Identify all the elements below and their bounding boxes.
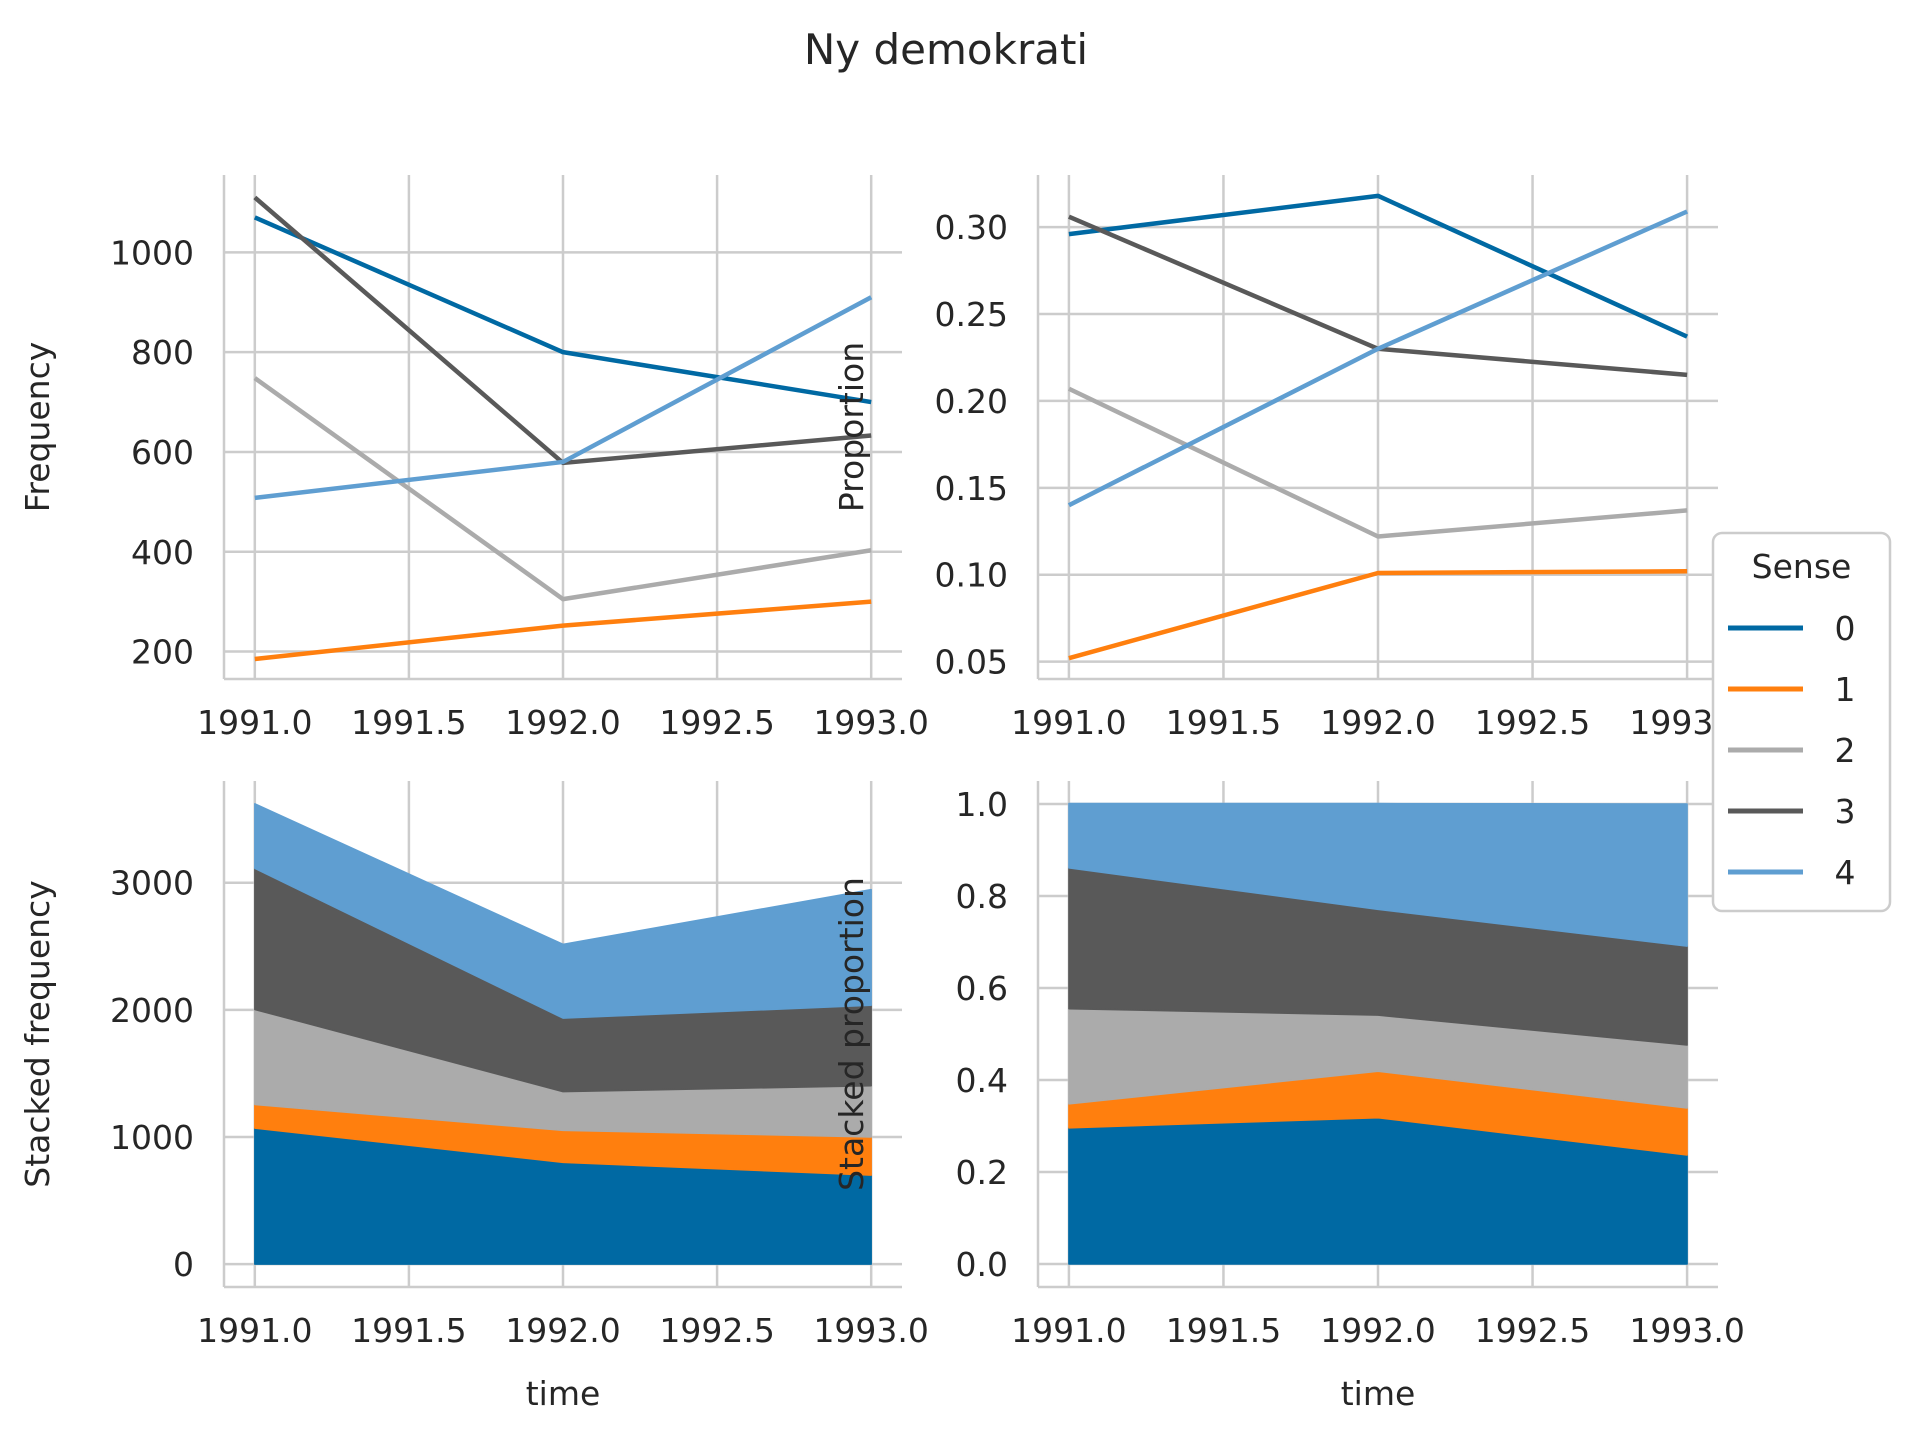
subplot-4: 1991.0 1991.5 1992.0 1992.5 1993.0 0.0 0.2 0.4 0… [832,781,1745,1413]
y-tick-label: 0.4 [956,1061,1008,1100]
series-line-4 [254,295,873,501]
series-line-2 [1067,386,1688,539]
subplot-1: 1991.0 1991.5 1992.0 1992.5 1993.0 200 400 600 8… [18,175,929,742]
y-tick-label: 0.0 [956,1245,1008,1284]
series-line-4 [1067,209,1689,508]
y-tick-label: 0.10 [935,556,1008,595]
x-tick-label: 1992.0 [505,703,620,742]
series-line-2 [253,376,872,602]
y-tick-label: 0.20 [935,382,1008,421]
x-tick-label: 1991.5 [1166,1311,1281,1350]
x-tick-label: 1993.0 [1629,1311,1744,1350]
legend-label: 3 [1835,792,1856,831]
subplot-2: 1991.0 1991.5 1992.0 1992.5 1993.00.050.100.… [832,175,1745,742]
y-axis-label: Stacked proportion [832,877,871,1191]
legend-label: 1 [1835,670,1856,709]
x-tick-label: 1991.0 [1011,703,1126,742]
y-tick-label: 1000 [110,1118,194,1157]
x-axis-label: time [526,1374,601,1413]
y-tick-label: 0.25 [935,295,1008,334]
y-tick-label: 600 [131,433,194,472]
legend-label: 4 [1835,853,1856,892]
x-tick-label: 1992.5 [1475,703,1590,742]
y-axis-label: Frequency [18,342,57,512]
y-tick-label: 2000 [110,991,194,1030]
subplot-3: 1991.0 1991.5 1992.0 1992.5 1993.0 0 1000 2000 3… [18,781,929,1413]
x-tick-label: 1993.0 [813,703,928,742]
x-tick-label: 1991.0 [197,1311,312,1350]
series-line-0 [253,215,872,405]
y-tick-label: 1000 [110,233,194,272]
x-tick-label: 1991.5 [351,703,466,742]
area-band-4 [1068,802,1688,947]
y-tick-label: 0.05 [935,643,1008,682]
y-tick-label: 0 [173,1245,194,1284]
x-tick-label: 1991.5 [351,1311,466,1350]
legend-title: Sense [1752,547,1852,586]
y-axis-label: Proportion [832,342,871,512]
figure-title: Ny demokrati [804,25,1088,74]
panels: 1991.0 1991.5 1992.0 1992.5 1993.0 200 400 600 8… [18,175,1745,1413]
y-tick-label: 0.30 [935,208,1008,247]
legend-frame [1711,531,1892,913]
y-tick-label: 0.6 [956,969,1008,1008]
area-band-4 [254,803,872,1019]
y-tick-label: 3000 [110,864,194,903]
series-line-1 [254,599,872,662]
x-tick-label: 1992.0 [1320,1311,1435,1350]
x-tick-label: 1991.0 [1011,1311,1126,1350]
x-tick-label: 1992.0 [505,1311,620,1350]
y-tick-label: 800 [131,333,194,372]
y-axis-label: Stacked frequency [18,880,57,1187]
x-tick-label: 1992.5 [659,1311,774,1350]
y-tick-label: 200 [131,633,194,672]
legend-label: 0 [1835,609,1856,648]
legend: Sense 0 1 2 3 4 [1711,531,1892,913]
y-tick-label: 0.2 [956,1153,1008,1192]
series-line-0 [1068,193,1689,339]
y-tick-label: 1.0 [956,785,1008,824]
y-tick-label: 0.15 [935,469,1008,508]
legend-label: 2 [1835,731,1856,770]
x-tick-label: 1992.5 [659,703,774,742]
y-tick-label: 0.8 [956,877,1008,916]
x-tick-label: 1991.0 [197,703,312,742]
x-tick-label: 1992.0 [1320,703,1435,742]
series-line-1 [1068,568,1688,661]
x-axis-label: time [1341,1374,1416,1413]
x-tick-label: 1992.5 [1475,1311,1590,1350]
x-tick-label: 1991.5 [1166,703,1281,742]
x-tick-label: 1993.0 [813,1311,928,1350]
y-tick-label: 400 [131,533,194,572]
